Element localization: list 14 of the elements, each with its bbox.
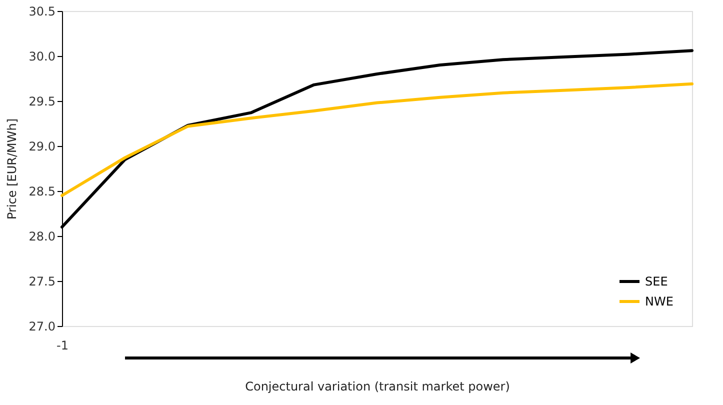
x-axis-title: Conjectural variation (transit market power) bbox=[245, 380, 510, 394]
y-tick-label: 29.0 bbox=[28, 140, 56, 154]
y-tick-label: 27.0 bbox=[28, 320, 56, 334]
y-axis-title: Price [EUR/MWh] bbox=[4, 118, 19, 220]
y-tick-label: 30.0 bbox=[28, 50, 56, 64]
y-tick-label: 27.5 bbox=[28, 274, 56, 288]
legend-label: SEE bbox=[645, 274, 668, 288]
y-tick-label: 30.5 bbox=[28, 4, 56, 18]
y-tick-label: 28.5 bbox=[28, 184, 56, 198]
legend-label: NWE bbox=[645, 294, 674, 308]
line-series bbox=[60, 82, 694, 197]
y-tick-label: 29.5 bbox=[28, 94, 56, 108]
y-tick-label: 28.0 bbox=[28, 230, 56, 244]
x-tick-label: -1 bbox=[56, 338, 68, 352]
